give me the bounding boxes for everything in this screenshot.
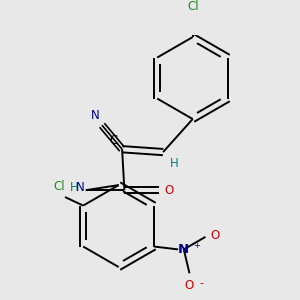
Text: -: -: [200, 278, 204, 288]
Text: O: O: [211, 229, 220, 242]
Text: C: C: [110, 134, 118, 147]
Text: O: O: [185, 279, 194, 292]
Text: O: O: [164, 184, 173, 197]
Text: N: N: [178, 243, 189, 256]
Text: H: H: [70, 182, 79, 194]
Text: Cl: Cl: [187, 0, 199, 13]
Text: N: N: [76, 182, 85, 194]
Text: Cl: Cl: [53, 180, 65, 193]
Text: H: H: [170, 157, 179, 169]
Text: +: +: [194, 242, 200, 250]
Text: N: N: [90, 110, 99, 122]
